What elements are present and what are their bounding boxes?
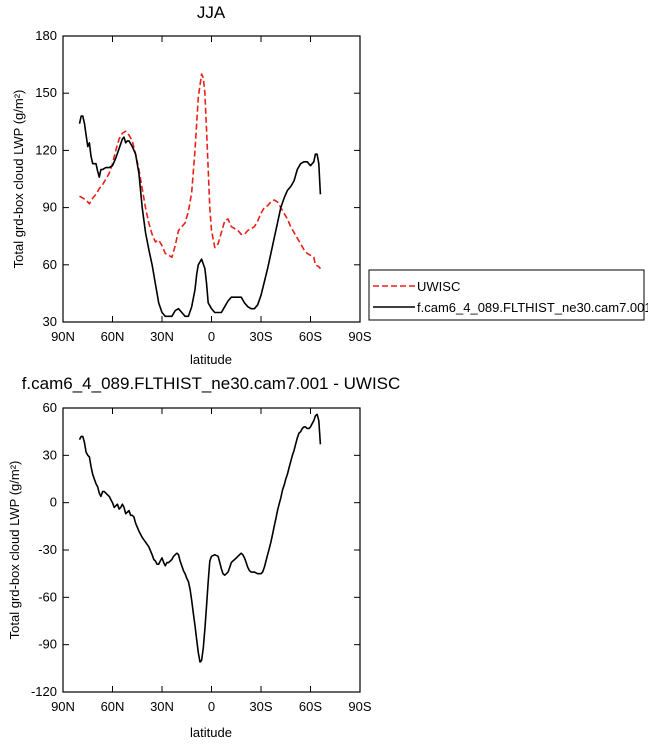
bottom-x-tick-label: 90S <box>348 699 371 714</box>
bottom-x-tick-label: 30N <box>150 699 174 714</box>
top-y-tick-label: 150 <box>35 85 57 100</box>
top-y-axis-label: Total grd-box cloud LWP (g/m²) <box>11 90 26 269</box>
top-x-tick-label: 60N <box>101 329 125 344</box>
bottom-x-axis-label: latitude <box>190 725 232 740</box>
bottom-y-axis-label: Total grd-box cloud LWP (g/m²) <box>7 461 22 640</box>
bottom-y-tick-label: 60 <box>43 400 57 415</box>
bottom-panel: f.cam6_4_089.FLTHIST_ne30.cam7.001 - UWI… <box>7 374 400 740</box>
bottom-x-tick-label: 60S <box>299 699 322 714</box>
top-y-tick-label: 30 <box>43 314 57 329</box>
top-x-tick-label: 90N <box>51 329 75 344</box>
top-x-tick-label: 60S <box>299 329 322 344</box>
bottom-y-tick-label: -30 <box>38 542 57 557</box>
bottom-y-tick-label: 0 <box>50 495 57 510</box>
top-x-axis: 90N 60N 30N 0 30S 60S 90S <box>51 36 372 344</box>
top-series-line-uwisc <box>79 73 322 270</box>
bottom-chart-title: f.cam6_4_089.FLTHIST_ne30.cam7.001 - UWI… <box>22 374 401 393</box>
top-x-tick-label: 0 <box>208 329 215 344</box>
legend-model-label: f.cam6_4_089.FLTHIST_ne30.cam7.001 <box>417 300 648 315</box>
top-x-tick-label: 30S <box>249 329 272 344</box>
bottom-y-tick-label: -90 <box>38 637 57 652</box>
top-y-tick-label: 60 <box>43 257 57 272</box>
top-plot-frame <box>62 35 361 323</box>
bottom-x-tick-label: 90N <box>51 699 75 714</box>
top-y-axis: 30 60 90 120 150 180 <box>35 28 360 329</box>
bottom-series-group <box>78 413 322 663</box>
bottom-y-axis: -120 -90 -60 -30 0 30 60 <box>31 400 360 699</box>
top-y-tick-label: 90 <box>43 200 57 215</box>
top-y-tick-label: 180 <box>35 28 57 43</box>
bottom-y-tick-label: -60 <box>38 589 57 604</box>
top-x-tick-label: 30N <box>150 329 174 344</box>
bottom-x-tick-label: 30S <box>249 699 272 714</box>
top-chart-title: JJA <box>197 3 226 22</box>
legend: UWISC f.cam6_4_089.FLTHIST_ne30.cam7.001 <box>368 269 648 321</box>
top-series-group <box>78 73 322 318</box>
bottom-x-axis: 90N 60N 30N 0 30S 60S 90S <box>51 408 372 714</box>
top-x-tick-label: 90S <box>348 329 371 344</box>
bottom-plot-frame <box>62 407 361 693</box>
bottom-series-line-difference <box>78 413 322 663</box>
top-x-axis-label: latitude <box>190 352 232 367</box>
bottom-x-tick-label: 60N <box>101 699 125 714</box>
bottom-y-tick-label: 30 <box>43 447 57 462</box>
legend-uwisc-label: UWISC <box>417 279 460 294</box>
bottom-x-tick-label: 0 <box>208 699 215 714</box>
legend-box <box>368 269 645 321</box>
bottom-y-tick-label: -120 <box>31 684 57 699</box>
top-y-tick-label: 120 <box>35 142 57 157</box>
top-series-line-model <box>78 115 322 318</box>
